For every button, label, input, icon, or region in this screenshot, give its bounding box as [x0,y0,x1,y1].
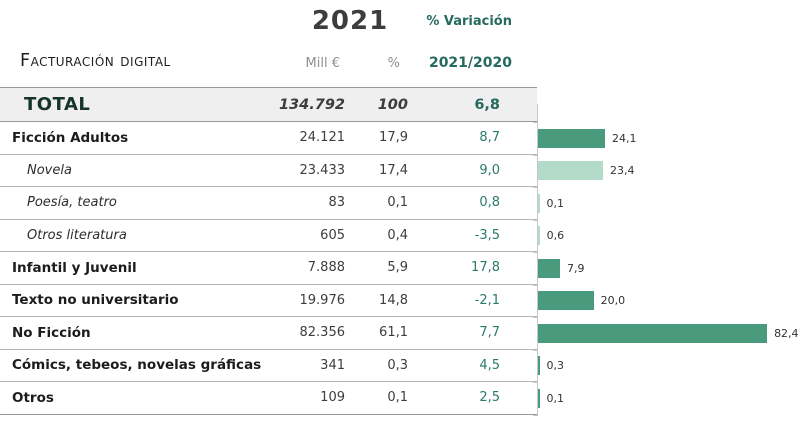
row-variation-value: 2,5 [479,390,500,406]
bar-value-label: 0,3 [546,359,565,373]
bar-value-label: 82,4 [774,326,799,340]
row-mill-value: 24.121 [299,130,346,146]
table-body: Ficción Adultos 24.121 17,9 8,7 Novela 23.433… [0,122,537,415]
bar-value-label: 0,1 [546,196,565,210]
row-pct-value: 5,9 [387,260,408,276]
row-label: Novela [27,162,72,178]
row-mill-value: 341 [320,357,345,373]
row-pct-value: 0,1 [387,195,408,211]
data-table: TOTAL 134.792 100 6,8 Ficción Adultos 24.… [0,87,537,415]
row-variation-value: -3,5 [474,227,500,243]
bar [538,161,604,181]
bar [538,388,540,408]
table-row: Otros 109 0,1 2,5 [0,382,537,415]
bar [538,356,540,376]
bar-row: 20,0 [538,285,625,318]
report-title: Facturación digital [20,51,171,71]
row-variation-value: 9,0 [479,162,500,178]
row-mill-value: 19.976 [299,292,346,308]
row-label: Cómics, tebeos, novelas gráficas [12,357,262,374]
column-header-mill-eur: Mill € [305,56,340,71]
row-label: Poesía, teatro [27,195,117,211]
column-header-variation-period: 2021/2020 [428,55,512,71]
row-variation-value: 4,5 [479,357,500,373]
bar-value-label: 24,1 [611,131,637,145]
axis-tick [533,349,538,351]
axis-tick [533,219,538,221]
year-header: 2021 [311,6,389,36]
row-pct-value: 0,4 [387,227,408,243]
row-mill-value: 109 [320,390,345,406]
bar-value-label: 7,9 [566,261,585,275]
total-row: TOTAL 134.792 100 6,8 [0,88,537,122]
bar-row: 7,9 [538,252,584,285]
row-pct-value: 17,4 [379,162,408,178]
row-label: Otros literatura [27,227,127,243]
total-pct-value: 100 [377,96,408,113]
row-mill-value: 605 [320,227,345,243]
table-row: Texto no universitario 19.976 14,8 -2,1 [0,285,537,317]
row-pct-value: 0,1 [387,390,408,406]
bar-row: 23,4 [538,155,635,188]
bar [538,323,768,343]
row-mill-value: 83 [328,195,345,211]
table-row: Ficción Adultos 24.121 17,9 8,7 [0,122,537,155]
row-variation-value: 0,8 [479,195,500,211]
table-row: Infantil y Juvenil 7.888 5,9 17,8 [0,252,537,285]
bar-row: 0,1 [538,187,564,220]
column-header-percent: % [387,56,400,71]
table-row: Poesía, teatro 83 0,1 0,8 [0,187,537,220]
bar [538,258,560,278]
axis-tick [533,317,538,318]
bar-row: 24,1 [538,122,636,155]
table-row: Cómics, tebeos, novelas gráficas 341 0,3 4,… [0,350,537,382]
row-label: Ficción Adultos [12,129,129,146]
row-pct-value: 14,8 [379,292,408,308]
row-label: No Ficción [12,324,91,341]
row-label: Texto no universitario [12,292,179,309]
table-row: No Ficción 82.356 61,1 7,7 [0,317,537,350]
bar-row: 0,6 [538,220,564,253]
variation-percent-header: % Variación [426,14,512,29]
bar [538,128,605,148]
table-row: Otros literatura 605 0,4 -3,5 [0,220,537,252]
total-row-label: TOTAL [24,94,91,115]
row-pct-value: 17,9 [379,130,408,146]
bar-value-label: 23,4 [610,164,635,178]
row-label: Infantil y Juvenil [12,259,137,276]
table-row: Novela 23.433 17,4 9,0 [0,155,537,187]
bar [538,226,540,246]
axis-tick [533,154,538,156]
row-variation-value: 17,8 [471,260,500,276]
bar-chart: 24,1 23,4 0,1 0,6 7,9 20,0 82,4 0,3 0,1 [533,104,800,416]
axis-tick [533,414,538,416]
axis-tick [533,382,538,383]
bar [538,193,540,213]
axis-tick [533,187,538,188]
row-mill-value: 7.888 [307,260,345,276]
bar-value-label: 20,0 [600,294,626,308]
bar-row: 0,1 [538,382,564,415]
bar [538,291,594,311]
axis-tick [533,252,538,253]
bar-value-label: 0,1 [546,391,565,405]
bar-row: 0,3 [538,350,564,383]
total-mill-value: 134.792 [278,96,345,113]
row-label: Otros [12,389,54,406]
row-mill-value: 23.433 [299,162,346,178]
row-pct-value: 0,3 [387,357,408,373]
chart-category-axis [537,104,538,415]
row-variation-value: 7,7 [479,325,500,341]
row-variation-value: 8,7 [479,130,500,146]
row-variation-value: -2,1 [474,292,500,308]
bar-value-label: 0,6 [546,229,565,243]
bar-row: 82,4 [538,317,799,350]
row-pct-value: 61,1 [379,325,408,341]
total-variation-value: 6,8 [474,96,500,113]
axis-tick [533,284,538,286]
row-mill-value: 82.356 [299,325,346,341]
axis-tick [533,122,538,123]
